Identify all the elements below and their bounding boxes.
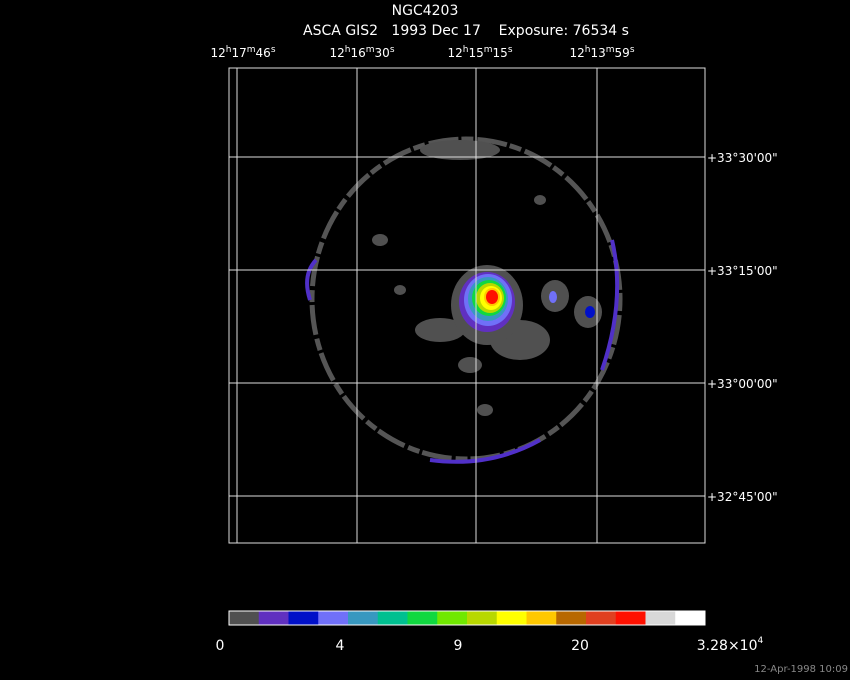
colorbar-swatch bbox=[288, 611, 319, 625]
colorbar-swatch bbox=[467, 611, 498, 625]
colorbar-swatch bbox=[318, 611, 349, 625]
dec-label: +33°15'00" bbox=[707, 264, 778, 278]
colorbar-swatch bbox=[496, 611, 527, 625]
ra-labels: 12h17m46s 12h16m30s 12h15m15s 12h13m59s bbox=[210, 45, 634, 60]
ra-value: 17 bbox=[231, 46, 246, 60]
ra-value: 12 bbox=[569, 46, 584, 60]
colorbar-swatch bbox=[586, 611, 617, 625]
ra-value: 15 bbox=[493, 46, 508, 60]
colorbar-label: 4 bbox=[336, 638, 345, 654]
coordinate-grid bbox=[228, 67, 706, 544]
ra-unit: m bbox=[366, 45, 375, 55]
ra-label: 12h15m15s bbox=[447, 45, 512, 60]
ra-unit: m bbox=[484, 45, 493, 55]
colorbar-label: 9 bbox=[454, 638, 463, 654]
subtitle: ASCA GIS2 1993 Dec 17 Exposure: 76534 s bbox=[303, 23, 629, 39]
ra-unit: s bbox=[630, 45, 635, 55]
ra-value: 59 bbox=[615, 46, 630, 60]
dec-labels: +33°30'00" +33°15'00" +33°00'00" +32°45'00" bbox=[707, 151, 778, 504]
ra-unit: h bbox=[345, 45, 351, 55]
colorbar-max-label: 3.28×104 bbox=[697, 636, 764, 654]
ring-edge bbox=[305, 239, 620, 464]
ra-value: 16 bbox=[350, 46, 365, 60]
ra-unit: s bbox=[390, 45, 395, 55]
colorbar-swatch bbox=[348, 611, 379, 625]
ra-unit: s bbox=[271, 45, 276, 55]
colorbar-swatch bbox=[615, 611, 646, 625]
colorbar-swatch bbox=[645, 611, 676, 625]
ra-unit: h bbox=[463, 45, 469, 55]
colorbar-swatch bbox=[556, 611, 587, 625]
colorbar-label: 0 bbox=[216, 638, 225, 654]
colorbar-max-exponent: 4 bbox=[757, 636, 763, 646]
ra-unit: h bbox=[226, 45, 232, 55]
ra-unit: m bbox=[606, 45, 615, 55]
colorbar-max-mantissa: 3.28×10 bbox=[697, 638, 758, 654]
ra-value: 46 bbox=[256, 46, 271, 60]
ra-unit: h bbox=[585, 45, 591, 55]
dec-label: +33°30'00" bbox=[707, 151, 778, 165]
blob bbox=[585, 306, 595, 318]
blob bbox=[549, 291, 557, 303]
ra-value: 30 bbox=[375, 46, 390, 60]
ra-unit: m bbox=[247, 45, 256, 55]
colorbar-swatch bbox=[258, 611, 289, 625]
ra-value: 12 bbox=[447, 46, 462, 60]
ra-value: 13 bbox=[590, 46, 605, 60]
colorbar-swatch bbox=[407, 611, 438, 625]
source bbox=[451, 265, 523, 345]
ra-value: 12 bbox=[210, 46, 225, 60]
colorbar: 0 4 9 20 3.28×104 bbox=[216, 610, 764, 654]
dec-label: +33°00'00" bbox=[707, 377, 778, 391]
title: NGC4203 bbox=[392, 3, 459, 19]
colorbar-border bbox=[228, 610, 706, 626]
ra-value: 15 bbox=[468, 46, 483, 60]
colorbar-swatch bbox=[229, 611, 260, 625]
colorbar-swatch bbox=[675, 611, 706, 625]
ra-label: 12h16m30s bbox=[329, 45, 394, 60]
ra-unit: s bbox=[508, 45, 513, 55]
colorbar-swatch bbox=[526, 611, 557, 625]
ra-label: 12h13m59s bbox=[569, 45, 634, 60]
detector-ring bbox=[309, 136, 623, 462]
frame bbox=[228, 67, 706, 544]
ra-label: 12h17m46s bbox=[210, 45, 275, 60]
colorbar-swatch bbox=[437, 611, 468, 625]
timestamp: 12-Apr-1998 10:09 bbox=[754, 664, 848, 675]
ra-value: 12 bbox=[329, 46, 344, 60]
dec-label: +32°45'00" bbox=[707, 490, 778, 504]
colorbar-label: 20 bbox=[571, 638, 589, 654]
colorbar-swatch bbox=[377, 611, 408, 625]
